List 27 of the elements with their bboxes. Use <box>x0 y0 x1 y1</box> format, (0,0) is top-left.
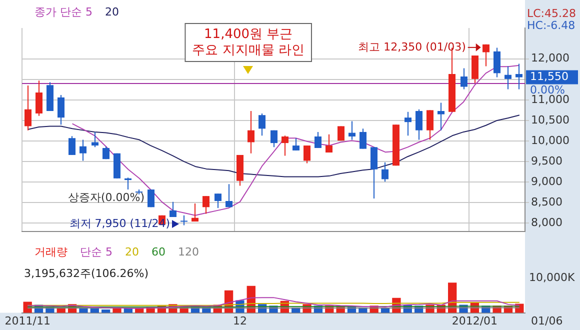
text: 3,195,632주(106.26%) <box>24 266 149 280</box>
text: 11,550 <box>530 70 568 84</box>
text: HC:-6.48 <box>527 18 576 32</box>
y-tick-label: 8,500 <box>531 195 562 208</box>
text: 종가 단순 5 <box>34 5 92 18</box>
y-tick-label: 9,000 <box>531 174 562 188</box>
x-tick-label: 12 <box>232 314 247 328</box>
text: LC:45.28 <box>527 6 576 20</box>
text: 20 <box>104 5 119 18</box>
annotation: 상증자(0.00%) <box>68 191 145 204</box>
y-tick-label: 10,000 <box>531 134 570 147</box>
y-tick-label: 9,500 <box>531 154 562 168</box>
ref-line-label: 11,400원 부근 주요 지지매물 라인 <box>192 26 304 58</box>
text: 20 <box>124 245 139 258</box>
text: 10,000K <box>529 270 576 284</box>
x-tick-label: 2011/11 <box>4 314 50 328</box>
y-tick-label: 12,000 <box>531 52 570 65</box>
y-tick-label: 8,000 <box>531 216 562 230</box>
annotation: 최고 12,350 (01/03) <box>358 40 466 54</box>
text: 01/06 <box>531 314 563 328</box>
text: 60 <box>151 245 166 258</box>
text: 단순 5 <box>80 245 112 258</box>
text: 120 <box>178 245 199 258</box>
annotation: 최저 7,950 (11/24) <box>69 217 170 230</box>
text: 거래량 <box>34 245 68 258</box>
x-tick-label: 2012/01 <box>452 314 498 328</box>
y-tick-label: 10,500 <box>531 113 570 126</box>
